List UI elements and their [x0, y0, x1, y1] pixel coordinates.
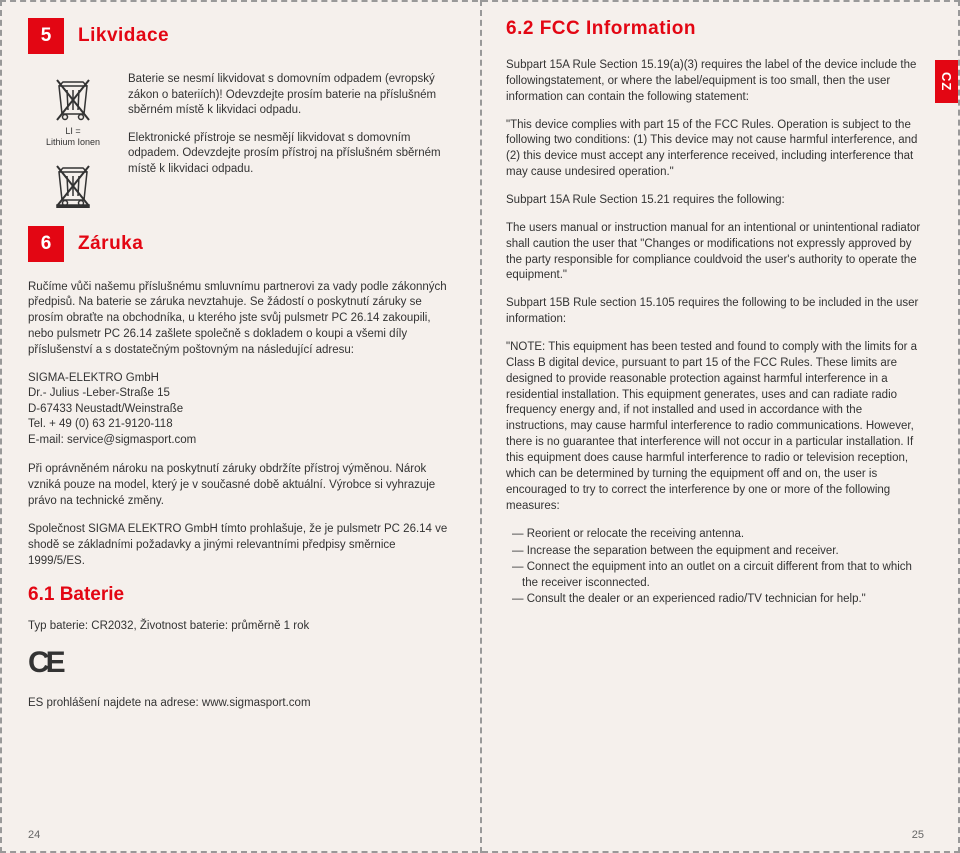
section-5-title: Likvidace — [78, 25, 169, 47]
section-62-title: 6.2 FCC Information — [506, 18, 696, 40]
recycle-icon-cell: LI = Lithium Ionen — [28, 72, 118, 212]
fcc-para-1: Subpart 15A Rule Section 15.19(a)(3) req… — [506, 58, 924, 106]
page-number-right: 25 — [912, 829, 924, 841]
disposal-para-2: Elektronické přístroje se nesmějí likvid… — [128, 131, 452, 178]
fcc-para-5: Subpart 15B Rule section 15.105 requires… — [506, 296, 924, 328]
battery-type-line: Typ baterie: CR2032, Životnost baterie: … — [28, 620, 452, 632]
warranty-para-1: Ručíme vůči našemu příslušnému smluvnímu… — [28, 280, 452, 359]
es-declaration: ES prohlášení najdete na adrese: www.sig… — [28, 696, 452, 712]
measure-2: — Increase the separation between the eq… — [512, 543, 924, 559]
section-62-header: 6.2 FCC Information — [506, 18, 924, 40]
addr-line-1: SIGMA-ELEKTRO GmbH — [28, 371, 452, 387]
warranty-body: Ručíme vůči našemu příslušnému smluvnímu… — [28, 280, 452, 570]
ce-mark-icon: CE — [28, 646, 452, 680]
section-61-title: 6.1 Baterie — [28, 584, 452, 606]
measure-3: — Connect the equipment into an outlet o… — [512, 559, 924, 591]
section-6-number: 6 — [28, 226, 64, 262]
page-number-left: 24 — [28, 829, 40, 841]
addr-line-5: E-mail: service@sigmasport.com — [28, 433, 452, 449]
measure-4: — Consult the dealer or an experienced r… — [512, 591, 924, 607]
measure-1: — Reorient or relocate the receiving ant… — [512, 526, 924, 542]
declaration-para: Společnost SIGMA ELEKTRO GmbH tímto proh… — [28, 522, 452, 570]
addr-line-4: Tel. + 49 (0) 63 21-9120-118 — [28, 417, 452, 433]
es-decl-text: ES prohlášení najdete na adrese: www.sig… — [28, 696, 452, 712]
address-block: SIGMA-ELEKTRO GmbH Dr.- Julius -Leber-St… — [28, 371, 452, 449]
fcc-body: Subpart 15A Rule Section 15.19(a)(3) req… — [506, 58, 924, 607]
fcc-measures-list: — Reorient or relocate the receiving ant… — [506, 526, 924, 606]
left-page: 5 Likvidace — [0, 0, 480, 853]
warranty-para-2: Při oprávněném nároku na poskytnutí záru… — [28, 462, 452, 510]
disposal-para-1: Baterie se nesmí likvidovat s domovním o… — [128, 72, 452, 119]
fcc-para-6: "NOTE: This equipment has been tested an… — [506, 340, 924, 514]
lithium-label: LI = Lithium Ionen — [28, 126, 118, 148]
fcc-para-2: "This device complies with part 15 of th… — [506, 118, 924, 181]
section-6-title: Záruka — [78, 233, 143, 255]
language-tab: CZ — [935, 60, 958, 103]
disposal-text: Baterie se nesmí likvidovat s domovním o… — [128, 72, 452, 212]
right-page: 6.2 FCC Information Subpart 15A Rule Sec… — [480, 0, 960, 853]
disposal-row: LI = Lithium Ionen — [28, 72, 452, 212]
fcc-para-3: Subpart 15A Rule Section 15.21 requires … — [506, 193, 924, 209]
addr-line-2: Dr.- Julius -Leber-Straße 15 — [28, 386, 452, 402]
fcc-para-4: The users manual or instruction manual f… — [506, 221, 924, 284]
section-6-header: 6 Záruka — [28, 226, 452, 262]
addr-line-3: D-67433 Neustadt/Weinstraße — [28, 402, 452, 418]
center-divider — [480, 0, 482, 853]
section-5-number: 5 — [28, 18, 64, 54]
weee-bin-icon — [52, 158, 94, 208]
section-5-header: 5 Likvidace — [28, 18, 452, 54]
recycle-bin-icon — [52, 72, 94, 122]
